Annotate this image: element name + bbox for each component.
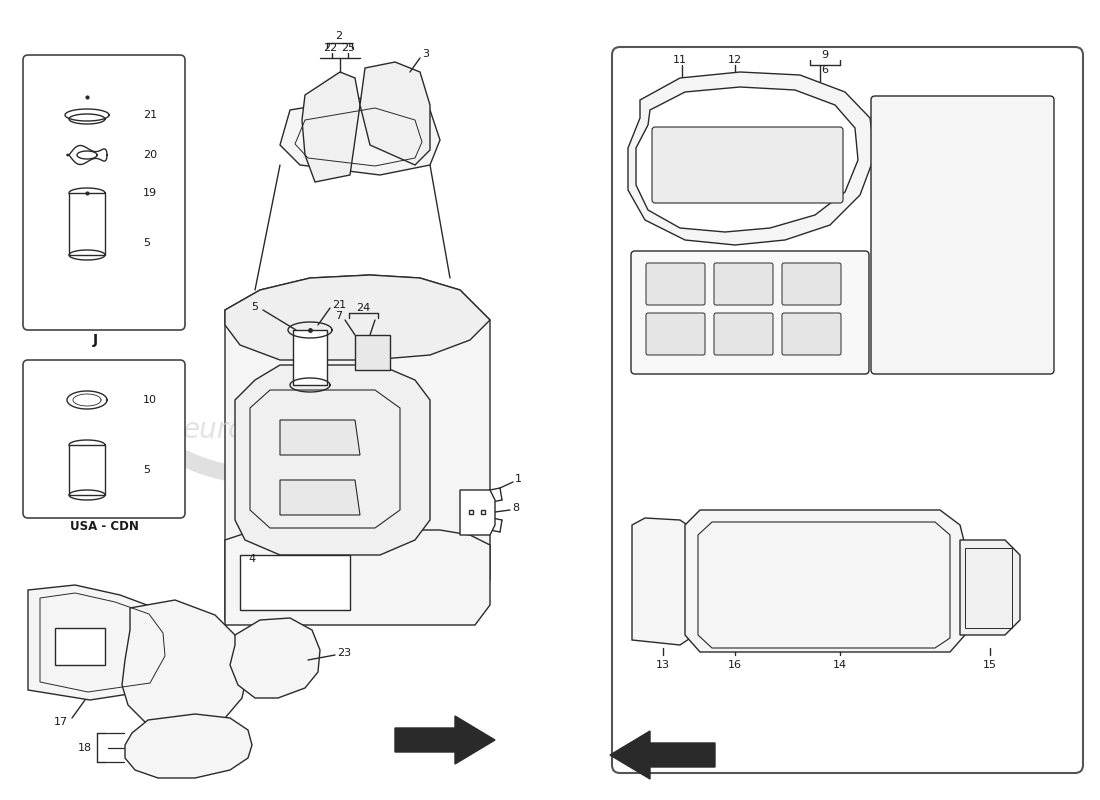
Text: 14: 14 bbox=[833, 660, 847, 670]
Text: 11: 11 bbox=[673, 55, 688, 65]
Text: 23: 23 bbox=[337, 648, 351, 658]
Polygon shape bbox=[355, 335, 390, 370]
Polygon shape bbox=[230, 618, 320, 698]
Text: 10: 10 bbox=[143, 395, 157, 405]
Polygon shape bbox=[122, 600, 248, 730]
FancyBboxPatch shape bbox=[871, 96, 1054, 374]
Text: 16: 16 bbox=[728, 660, 743, 670]
Text: eurospares: eurospares bbox=[183, 416, 338, 444]
Text: 12: 12 bbox=[728, 55, 743, 65]
Polygon shape bbox=[240, 555, 350, 610]
Text: 3: 3 bbox=[422, 49, 429, 59]
Text: 7: 7 bbox=[334, 311, 342, 321]
Polygon shape bbox=[395, 716, 495, 764]
Text: 15: 15 bbox=[983, 660, 997, 670]
Polygon shape bbox=[632, 518, 695, 645]
Polygon shape bbox=[226, 275, 490, 360]
Polygon shape bbox=[302, 72, 360, 182]
FancyBboxPatch shape bbox=[631, 251, 869, 374]
Text: USA - CDN: USA - CDN bbox=[69, 521, 139, 534]
FancyBboxPatch shape bbox=[782, 263, 842, 305]
Text: 5: 5 bbox=[251, 302, 258, 312]
Polygon shape bbox=[685, 510, 965, 652]
Polygon shape bbox=[460, 490, 495, 535]
FancyBboxPatch shape bbox=[612, 47, 1084, 773]
Text: 17: 17 bbox=[54, 717, 68, 727]
Text: 5: 5 bbox=[143, 238, 150, 248]
Text: 4: 4 bbox=[249, 554, 256, 564]
FancyBboxPatch shape bbox=[23, 55, 185, 330]
Text: 21: 21 bbox=[332, 300, 346, 310]
Polygon shape bbox=[293, 330, 327, 385]
Text: 22: 22 bbox=[323, 43, 337, 53]
Polygon shape bbox=[628, 72, 874, 245]
FancyBboxPatch shape bbox=[23, 360, 185, 518]
Polygon shape bbox=[280, 480, 360, 515]
Polygon shape bbox=[280, 420, 360, 455]
Polygon shape bbox=[55, 628, 104, 665]
Polygon shape bbox=[226, 530, 490, 625]
Text: 19: 19 bbox=[143, 188, 157, 198]
Polygon shape bbox=[960, 540, 1020, 635]
Polygon shape bbox=[235, 365, 430, 555]
Text: 21: 21 bbox=[143, 110, 157, 120]
Text: 13: 13 bbox=[656, 660, 670, 670]
Text: 1: 1 bbox=[515, 474, 522, 484]
Text: 5: 5 bbox=[143, 465, 150, 475]
Polygon shape bbox=[226, 275, 490, 620]
Text: 6: 6 bbox=[814, 150, 821, 160]
Polygon shape bbox=[636, 87, 858, 232]
FancyBboxPatch shape bbox=[782, 313, 842, 355]
Text: 8: 8 bbox=[512, 503, 519, 513]
FancyBboxPatch shape bbox=[646, 263, 705, 305]
Text: 2: 2 bbox=[336, 31, 342, 41]
Text: Maserati: Maserati bbox=[723, 160, 771, 170]
Text: 25: 25 bbox=[341, 43, 355, 53]
Text: J: J bbox=[92, 333, 98, 347]
Text: 18: 18 bbox=[78, 743, 92, 753]
FancyBboxPatch shape bbox=[714, 263, 773, 305]
FancyBboxPatch shape bbox=[646, 313, 705, 355]
Text: 20: 20 bbox=[143, 150, 157, 160]
Text: 6: 6 bbox=[822, 65, 828, 75]
Polygon shape bbox=[360, 62, 430, 165]
Text: 9: 9 bbox=[822, 50, 828, 60]
Polygon shape bbox=[280, 95, 440, 175]
Polygon shape bbox=[69, 445, 104, 495]
Polygon shape bbox=[28, 585, 175, 700]
FancyBboxPatch shape bbox=[714, 313, 773, 355]
Text: eurospares: eurospares bbox=[682, 516, 837, 544]
Polygon shape bbox=[125, 714, 252, 778]
Polygon shape bbox=[69, 193, 104, 255]
Polygon shape bbox=[610, 731, 715, 779]
FancyBboxPatch shape bbox=[652, 127, 843, 203]
Text: 24: 24 bbox=[356, 303, 370, 313]
